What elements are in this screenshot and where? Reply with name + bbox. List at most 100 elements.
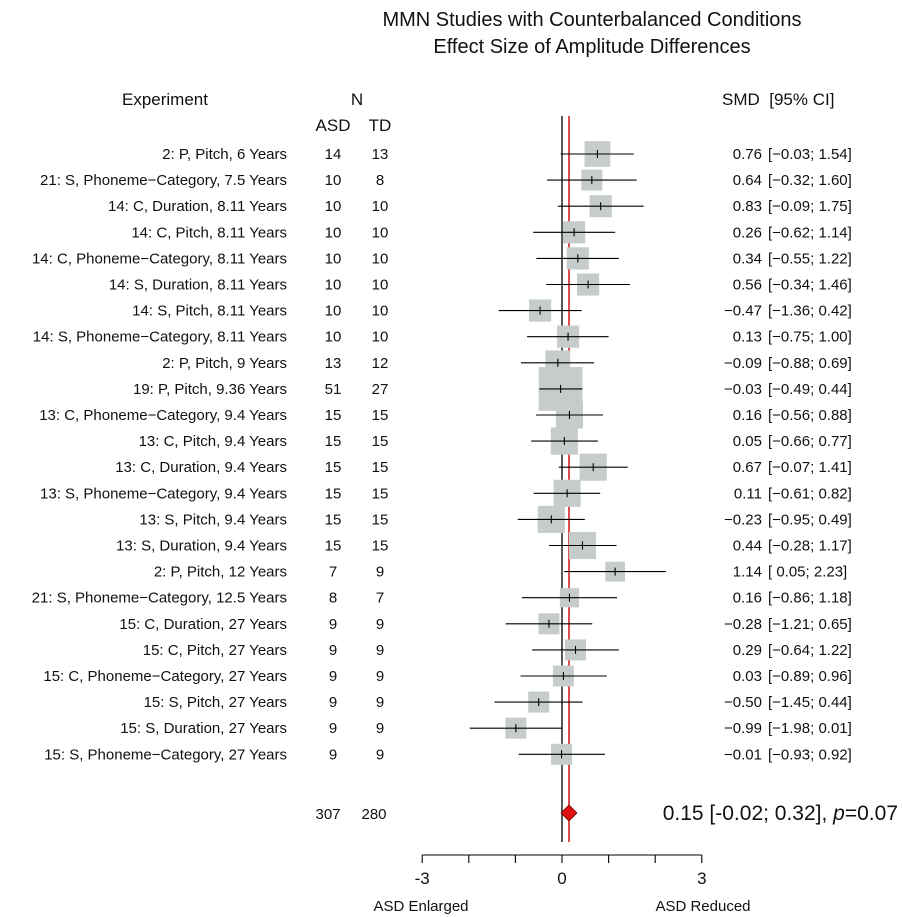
study-label: 14: S, Duration, 8.11 Years	[109, 277, 287, 294]
asd-n: 10	[325, 250, 342, 267]
pooled-summary-p-value: =0.07	[845, 802, 898, 825]
ci-value: [−0.66; 0.77]	[768, 433, 852, 450]
asd-n: 13	[325, 355, 342, 372]
chart-title-line-1: MMN Studies with Counterbalanced Conditi…	[382, 9, 801, 31]
asd-n: 9	[329, 746, 337, 763]
asd-total: 307	[315, 806, 340, 823]
asd-n: 15	[325, 538, 342, 555]
ci-value: [−0.75; 1.00]	[768, 329, 852, 346]
smd-value: 0.64	[733, 172, 762, 189]
td-n: 15	[372, 485, 389, 502]
study-label: 19: P, Pitch, 9.36 Years	[133, 381, 287, 398]
study-row: 21: S, Phoneme−Category, 12.5 Years 8 7 0.1…	[32, 588, 852, 608]
pooled-estimate: 307 280 0.15 [-0.02; 0.32], p=0.07	[315, 802, 898, 825]
ci-value: [−1.45; 0.44]	[768, 694, 852, 711]
ci-value: [−0.56; 0.88]	[768, 407, 852, 424]
study-row: 13: C, Duration, 9.4 Years 15 15 0.67 [−0.07…	[115, 453, 852, 481]
smd-value: 1.14	[733, 564, 762, 581]
asd-n: 15	[325, 459, 342, 476]
ci-value: [−0.89; 0.96]	[768, 668, 852, 685]
study-row: 15: C, Duration, 27 Years 9 9 −0.28 [−1.21; …	[119, 613, 852, 635]
study-label: 2: P, Pitch, 6 Years	[162, 146, 287, 163]
ci-value: [−1.36; 0.42]	[768, 303, 852, 320]
study-row: 14: C, Phoneme−Category, 8.11 Years 10 10 0…	[32, 247, 852, 270]
asd-n: 9	[329, 694, 337, 711]
smd-value: 0.03	[733, 668, 762, 685]
experiment-header: Experiment	[122, 90, 208, 109]
n-header: N	[351, 90, 363, 109]
td-n: 27	[372, 381, 389, 398]
asd-n: 10	[325, 172, 342, 189]
td-n: 9	[376, 564, 384, 581]
study-label: 13: S, Phoneme−Category, 9.4 Years	[40, 485, 287, 502]
smd-value: 0.76	[733, 146, 762, 163]
x-axis-left-label: ASD Enlarged	[373, 898, 468, 915]
td-n: 7	[376, 590, 384, 607]
x-tick-label: 0	[557, 869, 566, 888]
td-n: 9	[376, 720, 384, 737]
td-n: 10	[372, 224, 389, 241]
study-row: 14: C, Duration, 8.11 Years 10 10 0.83 [−0.0…	[108, 195, 852, 218]
asd-n: 15	[325, 433, 342, 450]
study-row: 13: S, Phoneme−Category, 9.4 Years 15 15 0.…	[40, 479, 852, 507]
ci-value: [−0.61; 0.82]	[768, 485, 852, 502]
study-row: 14: S, Pitch, 8.11 Years 10 10 −0.47 [−1.36;…	[132, 299, 852, 322]
td-n: 9	[376, 616, 384, 633]
chart-title-line-2: Effect Size of Amplitude Differences	[433, 36, 750, 58]
ci-value: [−0.55; 1.22]	[768, 250, 852, 267]
asd-n: 10	[325, 329, 342, 346]
smd-value: 0.44	[733, 538, 762, 555]
ci-value: [−0.93; 0.92]	[768, 746, 852, 763]
smd-value: 0.26	[733, 224, 762, 241]
study-rows: 2: P, Pitch, 6 Years 14 13 0.76 [−0.03; 1.54…	[32, 141, 852, 765]
asd-n: 8	[329, 590, 337, 607]
x-axis: -3 0 3 ASD Enlarged ASD Reduced	[373, 854, 751, 915]
td-n: 9	[376, 642, 384, 659]
smd-value: −0.99	[724, 720, 762, 737]
ci-value: [−0.49; 0.44]	[768, 381, 852, 398]
ci-value: [ 0.05; 2.23]	[768, 564, 847, 581]
asd-n: 9	[329, 668, 337, 685]
smd-value: −0.23	[724, 511, 762, 528]
study-label: 15: C, Phoneme−Category, 27 Years	[43, 668, 287, 685]
ci-value: [−0.32; 1.60]	[768, 172, 852, 189]
study-label: 14: C, Phoneme−Category, 8.11 Years	[32, 250, 287, 267]
pooled-summary-values: 0.15 [-0.02; 0.32],	[663, 802, 833, 825]
study-row: 14: C, Pitch, 8.11 Years 10 10 0.26 [−0.62; …	[131, 221, 852, 244]
td-n: 15	[372, 511, 389, 528]
smd-value: 0.11	[734, 485, 762, 502]
ci-value: [−0.28; 1.17]	[768, 538, 852, 555]
study-label: 15: S, Phoneme−Category, 27 Years	[44, 746, 287, 763]
td-n: 10	[372, 303, 389, 320]
study-row: 15: C, Pitch, 27 Years 9 9 0.29 [−0.64; 1.22…	[143, 639, 852, 661]
asd-n: 10	[325, 198, 342, 215]
study-label: 14: C, Duration, 8.11 Years	[108, 198, 287, 215]
smd-value: −0.28	[724, 616, 762, 633]
ci-value: [−0.64; 1.22]	[768, 642, 852, 659]
study-label: 21: S, Phoneme−Category, 7.5 Years	[40, 172, 287, 189]
asd-n: 51	[325, 381, 342, 398]
asd-n: 9	[329, 642, 337, 659]
study-label: 13: S, Duration, 9.4 Years	[116, 538, 287, 555]
asd-header: ASD	[316, 116, 351, 135]
asd-n: 10	[325, 224, 342, 241]
ci-value: [−0.09; 1.75]	[768, 198, 852, 215]
ci-value: [−0.62; 1.14]	[768, 224, 852, 241]
study-label: 15: C, Duration, 27 Years	[119, 616, 287, 633]
td-n: 10	[372, 198, 389, 215]
td-n: 13	[372, 146, 389, 163]
study-label: 15: C, Pitch, 27 Years	[143, 642, 287, 659]
asd-n: 9	[329, 720, 337, 737]
td-header: TD	[369, 116, 392, 135]
ci-value: [−0.34; 1.46]	[768, 277, 852, 294]
study-label: 13: C, Pitch, 9.4 Years	[139, 433, 287, 450]
td-n: 9	[376, 668, 384, 685]
study-row: 19: P, Pitch, 9.36 Years 51 27 −0.03 [−0.49;…	[133, 367, 852, 411]
smd-value: 0.13	[733, 329, 762, 346]
smd-value: 0.34	[733, 250, 762, 267]
smd-value: −0.50	[724, 694, 762, 711]
study-label: 2: P, Pitch, 12 Years	[154, 564, 287, 581]
study-label: 15: S, Pitch, 27 Years	[144, 694, 287, 711]
ci-value: [−0.95; 0.49]	[768, 511, 852, 528]
td-n: 15	[372, 538, 389, 555]
